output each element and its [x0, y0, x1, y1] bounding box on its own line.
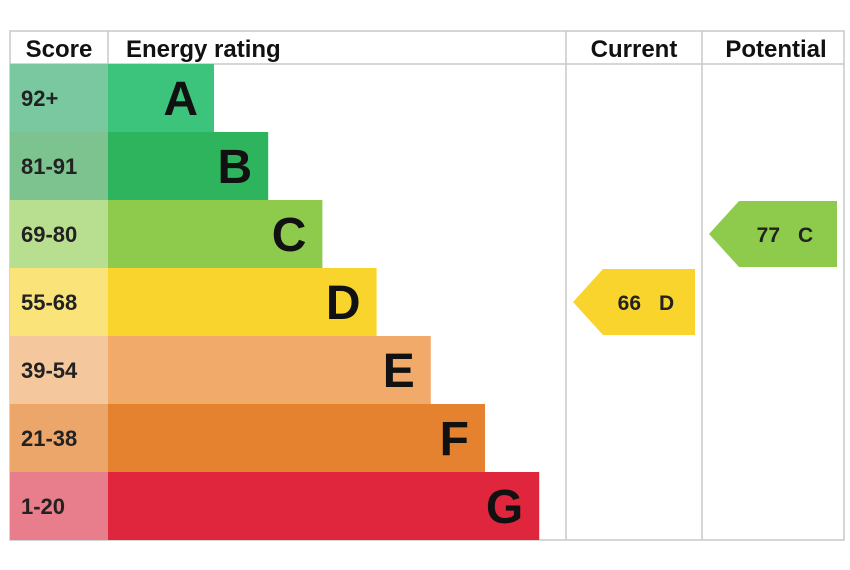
rating-letter-a: A: [163, 73, 198, 126]
potential-rating-value: 77: [757, 224, 780, 247]
current-rating-value: 66: [618, 292, 641, 315]
rating-indicators: 66 D 77 C: [573, 201, 837, 335]
rating-letter-d: D: [326, 277, 361, 330]
header-energy-rating: Energy rating: [126, 36, 281, 63]
score-label-f: 21-38: [21, 426, 77, 451]
rating-letter-f: F: [440, 413, 469, 466]
rating-bar-b: [108, 132, 269, 200]
score-label-e: 39-54: [21, 358, 78, 383]
rating-letter-e: E: [383, 345, 415, 398]
rating-bar-c: [108, 200, 323, 268]
score-cell-e: [10, 336, 108, 404]
rating-bar-a: [108, 64, 214, 132]
score-cell-a: [10, 64, 108, 132]
score-label-c: 69-80: [21, 222, 77, 247]
score-label-g: 1-20: [21, 494, 65, 519]
rating-bar-f: [108, 404, 485, 472]
current-rating-arrow: [573, 269, 695, 335]
rating-letter-b: B: [218, 141, 253, 194]
score-label-d: 55-68: [21, 290, 77, 315]
score-cell-c: [10, 200, 108, 268]
score-cell-b: [10, 132, 108, 200]
rating-letter-g: G: [486, 481, 523, 534]
score-cell-f: [10, 404, 108, 472]
score-label-b: 81-91: [21, 154, 77, 179]
rating-bar-e: [108, 336, 431, 404]
rating-bar-g: [108, 472, 540, 540]
rating-bar-d: [108, 268, 377, 336]
current-rating-letter: D: [659, 292, 674, 315]
rating-letter-c: C: [272, 209, 307, 262]
score-label-a: 92+: [21, 86, 58, 111]
header-current: Current: [591, 36, 678, 63]
score-cell-g: [10, 472, 108, 540]
header-score: Score: [26, 36, 93, 63]
rating-bands: 92+ A 81-91 B 69-80 C 55-68 D 39-54 E 21-38 F 1-20 G: [10, 64, 540, 540]
score-cell-d: [10, 268, 108, 336]
potential-rating-letter: C: [798, 224, 813, 247]
potential-rating-arrow: [709, 201, 837, 267]
header-potential: Potential: [725, 36, 826, 63]
